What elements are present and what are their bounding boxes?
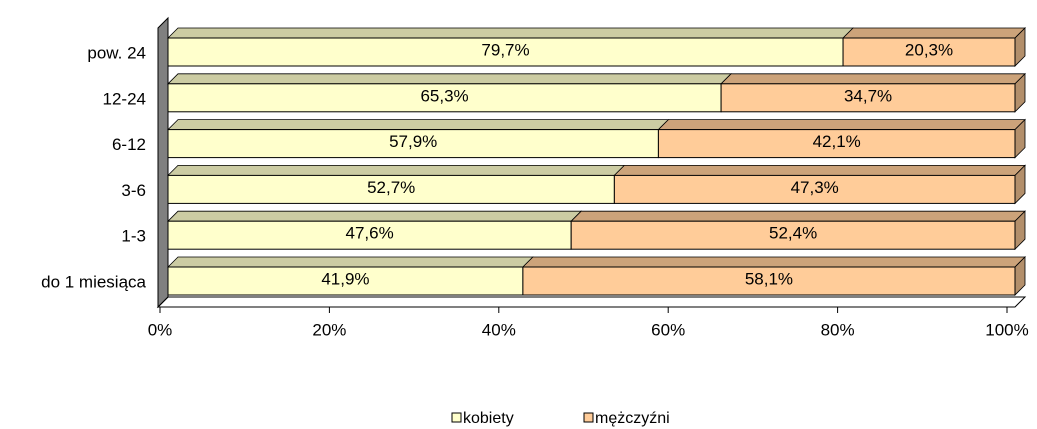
x-tick-label: 20% bbox=[312, 320, 346, 339]
y-tick-label: do 1 miesiąca bbox=[41, 272, 146, 291]
bar bbox=[167, 37, 844, 67]
axis-floor bbox=[156, 296, 1027, 308]
data-label: 58,1% bbox=[745, 269, 793, 288]
bar-top bbox=[167, 210, 583, 222]
data-label: 52,4% bbox=[769, 224, 817, 243]
bar bbox=[842, 37, 1016, 67]
bar-top bbox=[167, 164, 626, 176]
x-tick-label: 40% bbox=[482, 320, 516, 339]
data-label: 47,3% bbox=[791, 178, 839, 197]
bar-top bbox=[521, 256, 1026, 268]
bar bbox=[720, 83, 1016, 113]
y-tick-label: pow. 24 bbox=[87, 43, 146, 62]
bar-top bbox=[167, 256, 534, 268]
bar-top bbox=[167, 73, 733, 85]
bar-top bbox=[657, 119, 1026, 131]
data-label: 20,3% bbox=[905, 40, 953, 59]
bar bbox=[613, 174, 1016, 204]
bar bbox=[570, 220, 1016, 250]
bar-top bbox=[720, 73, 1026, 85]
x-tick-label: 80% bbox=[821, 320, 855, 339]
x-tick-label: 100% bbox=[985, 320, 1028, 339]
bar bbox=[167, 220, 572, 250]
legend-swatch bbox=[451, 412, 462, 423]
legend-label: mężczyźni bbox=[595, 410, 670, 427]
legend-swatch bbox=[583, 412, 594, 423]
bar-top bbox=[613, 164, 1026, 176]
data-label: 65,3% bbox=[420, 86, 468, 105]
bar-top bbox=[167, 27, 855, 39]
y-tick-label: 12-24 bbox=[103, 89, 146, 108]
bar bbox=[522, 266, 1016, 296]
data-label: 57,9% bbox=[389, 132, 437, 151]
data-label: 41,9% bbox=[321, 269, 369, 288]
bar-top bbox=[167, 119, 670, 131]
bar-top bbox=[842, 27, 1026, 39]
data-label: 47,6% bbox=[345, 224, 393, 243]
y-tick-label: 1-3 bbox=[121, 227, 146, 246]
bar bbox=[167, 266, 524, 296]
bar bbox=[167, 174, 615, 204]
data-label: 52,7% bbox=[367, 178, 415, 197]
y-tick-label: 3-6 bbox=[121, 181, 146, 200]
data-label: 34,7% bbox=[844, 86, 892, 105]
bar bbox=[167, 129, 659, 159]
data-label: 79,7% bbox=[481, 40, 529, 59]
legend-label: kobiety bbox=[463, 410, 514, 427]
data-label: 42,1% bbox=[813, 132, 861, 151]
bar-top bbox=[570, 210, 1026, 222]
x-tick-label: 0% bbox=[148, 320, 173, 339]
bar bbox=[167, 83, 722, 113]
y-tick-label: 6-12 bbox=[112, 135, 146, 154]
x-tick-label: 60% bbox=[651, 320, 685, 339]
bar bbox=[657, 129, 1016, 159]
axis-wall bbox=[157, 16, 169, 309]
